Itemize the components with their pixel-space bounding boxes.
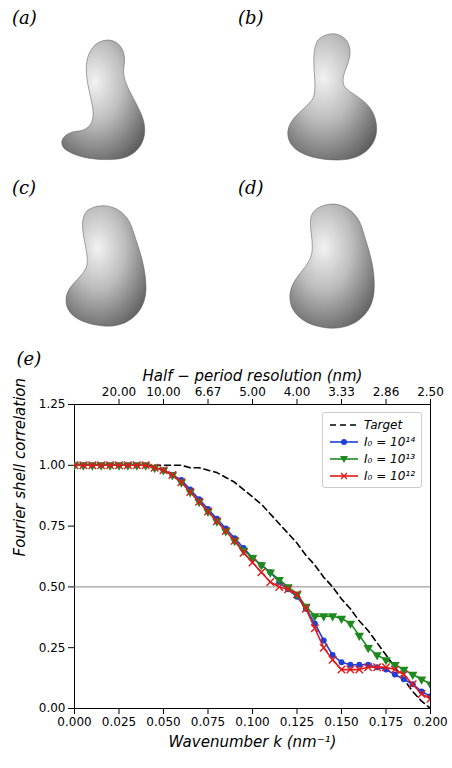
svg-text:0.075: 0.075	[191, 715, 225, 729]
svg-text:(b): (b)	[238, 7, 264, 28]
svg-text:1.25: 1.25	[39, 397, 66, 411]
svg-text:5.00: 5.00	[239, 385, 266, 399]
svg-text:2.50: 2.50	[417, 385, 444, 399]
svg-text:0.025: 0.025	[102, 715, 136, 729]
svg-text:4.00: 4.00	[284, 385, 311, 399]
svg-text:0.050: 0.050	[146, 715, 180, 729]
svg-text:0.175: 0.175	[369, 715, 403, 729]
svg-text:Half − period resolution (nm): Half − period resolution (nm)	[143, 367, 363, 385]
svg-text:6.67: 6.67	[195, 385, 222, 399]
svg-text:0.100: 0.100	[235, 715, 269, 729]
html-text:I₀ = 10¹³: I₀ = 10¹³	[364, 451, 415, 466]
svg-text:Wavenumber k (nm⁻¹): Wavenumber k (nm⁻¹)	[169, 733, 337, 751]
svg-text:(a): (a)	[12, 7, 37, 28]
svg-text:Fourier shell correlation: Fourier shell correlation	[11, 378, 29, 557]
svg-text:0.200: 0.200	[413, 715, 447, 729]
svg-text:0.000: 0.000	[57, 715, 91, 729]
svg-text:0.150: 0.150	[324, 715, 358, 729]
html-text:I₀ = 10¹⁴: I₀ = 10¹⁴	[364, 434, 415, 449]
svg-text:(d): (d)	[238, 177, 264, 198]
svg-text:(c): (c)	[12, 177, 36, 198]
html-text:I₀ = 10¹²: I₀ = 10¹²	[364, 468, 415, 483]
svg-text:3.33: 3.33	[328, 385, 355, 399]
svg-text:0.25: 0.25	[39, 641, 66, 655]
svg-text:(e): (e)	[17, 348, 42, 369]
html-text:Target: Target	[364, 417, 403, 432]
svg-text:10.00: 10.00	[146, 385, 180, 399]
svg-text:0.125: 0.125	[280, 715, 314, 729]
svg-text:20.00: 20.00	[102, 385, 136, 399]
svg-text:1.00: 1.00	[39, 458, 66, 472]
svg-text:2.86: 2.86	[373, 385, 400, 399]
svg-text:0.75: 0.75	[39, 519, 66, 533]
svg-text:0.00: 0.00	[39, 701, 66, 715]
svg-text:0.50: 0.50	[39, 580, 66, 594]
